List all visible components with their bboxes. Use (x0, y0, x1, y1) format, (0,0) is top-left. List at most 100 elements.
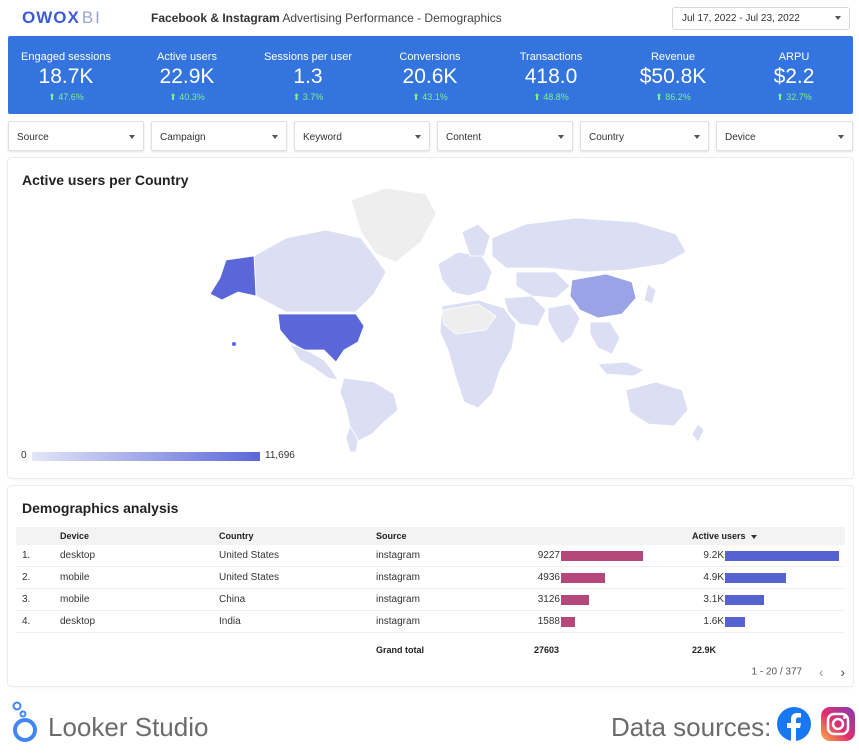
kpi-delta: ⬆ 3.7% (292, 92, 324, 102)
chevron-down-icon (129, 135, 135, 139)
filter-campaign[interactable]: Campaign (151, 121, 287, 151)
column-header-device[interactable]: Device (60, 531, 90, 541)
country-mexico (289, 343, 339, 381)
table-header: Device Country Source Active users (16, 527, 845, 545)
date-range-picker[interactable]: Jul 17, 2022 - Jul 23, 2022 (672, 7, 850, 30)
table-row[interactable]: 3. mobile China instagram 3126 3.1K (16, 589, 845, 611)
value-bar (561, 595, 589, 605)
chevron-down-icon (272, 135, 278, 139)
country-india (547, 303, 581, 345)
owox-bi-logo: OWOX BI (22, 8, 102, 28)
cell-country: United States (219, 572, 280, 583)
cell-value-label: 3126 (537, 594, 560, 605)
active-users-bar (725, 595, 764, 605)
filter-content[interactable]: Content (437, 121, 573, 151)
chevron-right-icon[interactable]: › (840, 664, 845, 680)
sort-desc-icon (750, 534, 757, 539)
table-row[interactable]: 2. mobile United States instagram 4936 4.9K (16, 567, 845, 589)
kpi-active-users: Active users 22.9K ⬆ 40.3% (132, 36, 242, 103)
chevron-down-icon (835, 16, 841, 20)
country-hawaii (232, 342, 236, 346)
demographics-title: Demographics analysis (22, 500, 179, 516)
country-new-zealand (691, 423, 705, 443)
map-legend: 0 11,696 (21, 450, 321, 464)
kpi-label: Transactions (519, 51, 583, 63)
country-greenland (350, 187, 437, 263)
kpi-delta: ⬆ 86.2% (655, 92, 691, 102)
pagination: 1 - 20 / 377 ‹ › (752, 664, 846, 680)
chevron-down-icon (558, 135, 564, 139)
kpi-value: 1.3 (293, 65, 323, 88)
kpi-value: 22.9K (159, 65, 215, 88)
country-north-africa (441, 303, 497, 335)
row-number: 3. (22, 594, 31, 605)
demographics-card: Demographics analysis Device Country Sou… (8, 486, 853, 686)
country-europe (437, 251, 493, 297)
filter-label: Content (446, 132, 482, 143)
looker-studio-label: Looker Studio (48, 712, 209, 742)
filter-country[interactable]: Country (580, 121, 709, 151)
cell-source: instagram (376, 550, 420, 561)
row-number: 2. (22, 572, 31, 583)
header: OWOX BI Facebook & Instagram Advertising… (0, 0, 859, 36)
country-scandinavia (461, 223, 491, 257)
kpi-label: Active users (157, 51, 217, 63)
chevron-down-icon (694, 135, 700, 139)
page-title: Facebook & Instagram Advertising Perform… (151, 11, 502, 25)
kpi-value: $2.2 (773, 65, 815, 88)
cell-active-users-label: 3.1K (703, 594, 724, 605)
cell-value-label: 1588 (537, 616, 560, 627)
world-map[interactable] (186, 172, 706, 452)
kpi-label: Engaged sessions (21, 51, 111, 63)
active-users-bar (725, 617, 745, 627)
kpi-value: $50.8K (639, 65, 707, 88)
chevron-left-icon[interactable]: ‹ (818, 664, 824, 680)
kpi-delta: ⬆ 32.7% (776, 92, 812, 102)
pagination-range: 1 - 20 / 377 (751, 666, 803, 678)
cell-source: instagram (376, 594, 420, 605)
filter-label: Source (17, 132, 49, 143)
active-users-bar (725, 551, 839, 561)
cell-device: mobile (60, 594, 90, 605)
kpi-value: 20.6K (402, 65, 458, 88)
table-row[interactable]: 1. desktop United States instagram 9227 9.2K (16, 545, 845, 567)
country-canada (253, 229, 387, 313)
cell-active-users-label: 9.2K (703, 550, 724, 561)
cell-country: United States (219, 550, 280, 561)
cell-device: desktop (60, 550, 96, 561)
kpi-arpu: ARPU $2.2 ⬆ 32.7% (739, 36, 849, 103)
filter-source[interactable]: Source (8, 121, 144, 151)
kpi-delta: ⬆ 48.8% (533, 92, 569, 102)
map-card: Active users per Country (8, 158, 853, 478)
filter-keyword[interactable]: Keyword (294, 121, 430, 151)
country-southeast-asia (589, 321, 621, 355)
logo-bi-text: BI (81, 8, 102, 27)
looker-studio-logo-icon (12, 701, 37, 742)
kpi-delta: ⬆ 40.3% (169, 92, 205, 102)
filter-label: Country (589, 132, 625, 143)
filter-device[interactable]: Device (716, 121, 853, 151)
country-japan (643, 283, 657, 305)
column-header-source[interactable]: Source (376, 531, 407, 541)
cell-device: desktop (60, 616, 96, 627)
date-range-value: Jul 17, 2022 - Jul 23, 2022 (682, 13, 800, 24)
data-sources-label: Data sources: (611, 712, 772, 742)
kpi-label: Conversions (399, 51, 461, 63)
kpi-scorecards: Engaged sessions 18.7K ⬆ 47.6% Active us… (8, 36, 853, 114)
country-china (569, 273, 637, 319)
filter-bar: Source Campaign Keyword Content Country … (8, 121, 853, 151)
country-indonesia (597, 361, 645, 377)
filter-label: Keyword (303, 132, 342, 143)
country-central-asia (515, 271, 571, 299)
cell-value-label: 9227 (537, 550, 560, 561)
column-header-active-users[interactable]: Active users (692, 531, 757, 541)
country-argentina (345, 425, 359, 452)
filter-label: Device (725, 132, 756, 143)
country-alaska (209, 255, 257, 301)
row-number: 1. (22, 550, 31, 561)
cell-active-users-label: 4.9K (703, 572, 724, 583)
country-brazil (339, 377, 399, 443)
table-row[interactable]: 4. desktop India instagram 1588 1.6K (16, 611, 845, 633)
column-header-country[interactable]: Country (219, 531, 254, 541)
cell-value-label: 4936 (537, 572, 560, 583)
